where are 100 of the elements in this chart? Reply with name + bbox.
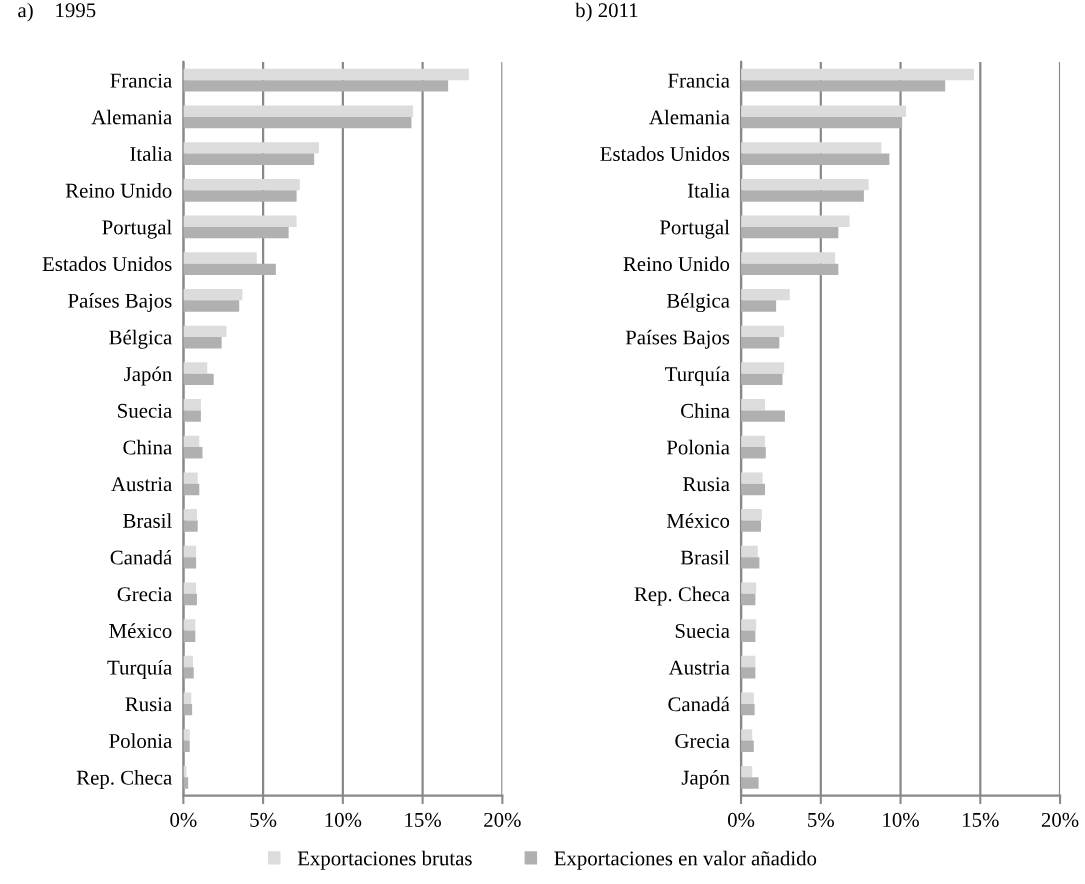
bar xyxy=(183,300,240,312)
bar xyxy=(183,80,449,92)
bar xyxy=(183,447,203,459)
bar xyxy=(741,252,836,264)
x-tick-label: 0% xyxy=(170,812,197,827)
bar xyxy=(741,80,946,92)
bar xyxy=(741,740,754,752)
bar xyxy=(741,729,753,741)
bar xyxy=(183,178,300,191)
bar xyxy=(183,740,190,752)
bar xyxy=(741,777,759,789)
y-tick-label: Canadá xyxy=(668,696,730,712)
bar xyxy=(183,263,276,276)
y-tick-label: Japón xyxy=(681,770,730,789)
x-tick-label: 10% xyxy=(325,812,362,827)
bar xyxy=(741,447,766,459)
y-tick-label: Rep. Checa xyxy=(76,770,172,789)
bar xyxy=(741,667,756,679)
bar xyxy=(183,362,208,374)
y-tick-label: Alemania xyxy=(91,109,172,125)
y-tick-label: Bélgica xyxy=(666,293,730,313)
y-tick-label: Suecia xyxy=(118,403,172,418)
y-tick-label: Rusia xyxy=(683,477,730,492)
bar xyxy=(741,557,760,569)
x-tick-label: 15% xyxy=(963,812,999,827)
bar xyxy=(183,545,197,558)
bar xyxy=(183,582,197,594)
x-tick-label: 10% xyxy=(883,812,919,827)
bar xyxy=(741,337,780,349)
bar xyxy=(741,153,890,165)
bar xyxy=(741,619,757,631)
y-tick-label: Portugal xyxy=(659,219,730,239)
legend-label: Exportaciones brutas xyxy=(297,850,472,870)
y-tick-label: Rep. Checa xyxy=(634,586,730,606)
bar xyxy=(183,557,197,569)
bar xyxy=(183,520,198,532)
bar xyxy=(183,337,222,349)
bar xyxy=(741,703,755,716)
bar xyxy=(183,655,193,668)
bar xyxy=(183,619,196,631)
y-tick-label: Polonia xyxy=(109,733,172,748)
bar xyxy=(183,252,257,264)
bar xyxy=(183,142,319,154)
y-tick-label: Francia xyxy=(110,73,172,88)
y-tick-label: Polonia xyxy=(666,439,730,455)
y-tick-label: Reino Unido xyxy=(65,183,172,198)
bar xyxy=(741,263,839,276)
chart-title: a) 1995 xyxy=(18,2,96,22)
y-tick-label: Alemania xyxy=(649,109,730,125)
bar xyxy=(183,435,200,448)
y-tick-label: Suecia xyxy=(675,623,730,638)
y-tick-label: Japón xyxy=(124,366,172,386)
y-tick-label: Portugal xyxy=(102,219,172,239)
bar xyxy=(183,105,414,117)
chart-title: b) 2011 xyxy=(575,2,638,22)
x-tick-label: 0% xyxy=(727,812,755,827)
y-tick-label: Austria xyxy=(668,660,730,675)
bar xyxy=(183,729,190,741)
bar xyxy=(183,116,412,129)
y-tick-label: México xyxy=(109,623,172,638)
bar xyxy=(183,399,201,411)
bar xyxy=(183,288,243,301)
bar xyxy=(183,667,194,679)
bar xyxy=(183,153,315,165)
y-tick-label: Países Bajos xyxy=(68,293,172,313)
bar xyxy=(183,226,289,239)
y-tick-label: Bélgica xyxy=(109,329,172,349)
bar xyxy=(741,142,882,154)
x-tick-label: 20% xyxy=(484,812,521,827)
bar xyxy=(741,520,761,532)
bar xyxy=(741,362,785,374)
y-tick-label: Reino Unido xyxy=(623,256,730,272)
bar xyxy=(741,472,763,484)
bar xyxy=(741,178,869,191)
bar xyxy=(741,215,850,227)
y-tick-label: Grecia xyxy=(675,734,730,748)
bar xyxy=(183,325,227,338)
y-tick-label: Brasil xyxy=(680,549,730,565)
y-tick-label: Brasil xyxy=(123,513,172,528)
y-tick-label: Países Bajos xyxy=(625,329,730,349)
y-tick-label: Italia xyxy=(687,183,730,198)
bar xyxy=(183,68,469,81)
bar xyxy=(183,410,201,422)
x-tick-label: 20% xyxy=(1041,812,1079,827)
bar xyxy=(741,190,864,202)
bar xyxy=(741,410,785,422)
bar xyxy=(741,300,777,312)
bar xyxy=(741,105,907,117)
x-tick-label: 15% xyxy=(405,812,441,827)
bar xyxy=(741,582,757,594)
bar xyxy=(183,593,197,606)
y-tick-label: China xyxy=(123,439,172,455)
y-tick-label: Estados Unidos xyxy=(42,256,172,272)
x-tick-label: 5% xyxy=(808,812,834,827)
bar xyxy=(741,116,903,129)
y-tick-label: Turquía xyxy=(665,366,730,386)
bar xyxy=(741,509,762,521)
bar xyxy=(741,435,765,448)
bar xyxy=(741,68,974,81)
y-tick-label: Estados Unidos xyxy=(600,146,730,162)
